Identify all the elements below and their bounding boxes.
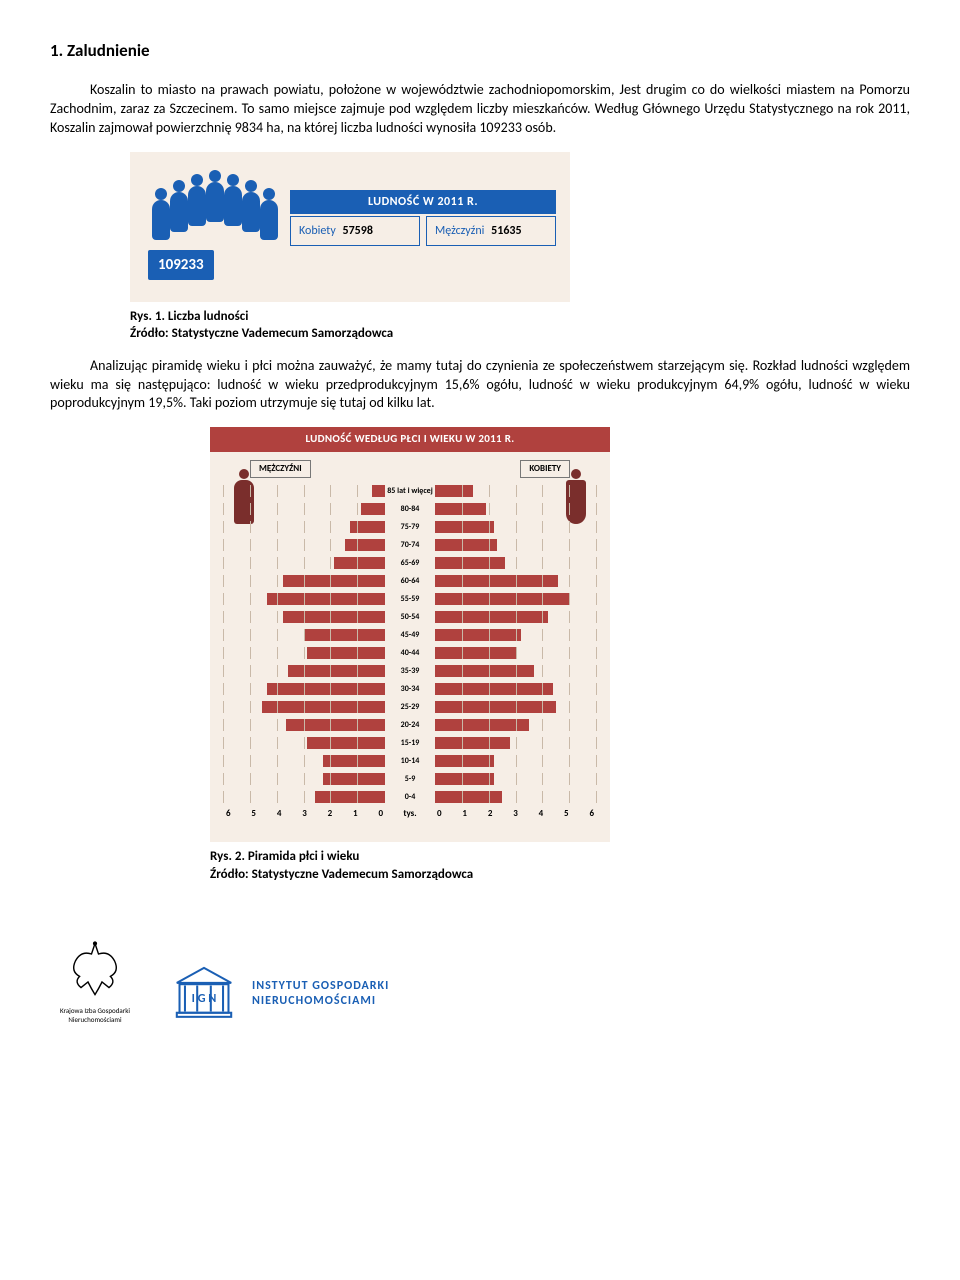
pyramid-row: 15-19 <box>224 734 596 752</box>
pyramid-row: 5-9 <box>224 770 596 788</box>
paragraph-2: Analizując piramidę wieku i płci można z… <box>50 357 910 414</box>
eagle-icon <box>60 933 130 1003</box>
pyramid-row: 25-29 <box>224 698 596 716</box>
figure-1-title: Rys. 1. Liczba ludności <box>130 309 248 324</box>
kign-logo: Krajowa Izba Gospodarki Nieruchomościami <box>50 933 140 1024</box>
total-population-badge: 109233 <box>148 250 214 280</box>
figure-2-title: Rys. 2. Piramida płci i wieku <box>210 849 359 864</box>
infographic-header: LUDNOŚĆ W 2011 R. <box>290 190 556 214</box>
svg-text:I G N: I G N <box>192 991 217 1006</box>
pyramid-women-label: KOBIETY <box>520 460 570 478</box>
pyramid-x-axis: 6543210 tys. 0123456 <box>224 808 596 820</box>
women-value: 57598 <box>342 224 372 238</box>
pyramid-rows: 85 lat i więcej80-8475-7970-7465-6960-64… <box>224 482 596 806</box>
pyramid-title: LUDNOŚĆ WEDŁUG PŁCI I WIEKU W 2011 R. <box>210 427 610 452</box>
figure-2-caption: Rys. 2. Piramida płci i wieku Źródło: St… <box>210 848 910 883</box>
page-footer: Krajowa Izba Gospodarki Nieruchomościami… <box>50 933 910 1024</box>
axis-center-label: tys. <box>385 808 435 820</box>
pyramid-row: 30-34 <box>224 680 596 698</box>
ign-logo-block: I G N INSTYTUT GOSPODARKI NIERUCHOMOŚCIA… <box>170 963 389 1025</box>
pyramid-row: 85 lat i więcej <box>224 482 596 500</box>
section-number: 1. <box>50 40 63 61</box>
men-cell: Mężczyźni 51635 <box>426 216 556 246</box>
population-infographic: 109233 LUDNOŚĆ W 2011 R. Kobiety 57598 M… <box>130 152 570 302</box>
pyramid-row: 35-39 <box>224 662 596 680</box>
ign-icon: I G N <box>170 963 238 1025</box>
pyramid-row: 55-59 <box>224 590 596 608</box>
population-pyramid: LUDNOŚĆ WEDŁUG PŁCI I WIEKU W 2011 R. MĘ… <box>210 427 610 842</box>
pyramid-row: 65-69 <box>224 554 596 572</box>
pyramid-row: 75-79 <box>224 518 596 536</box>
figure-1-source: Źródło: Statystyczne Vademecum Samorządo… <box>130 326 393 341</box>
women-cell: Kobiety 57598 <box>290 216 420 246</box>
figure-2-source: Źródło: Statystyczne Vademecum Samorządo… <box>210 867 473 882</box>
men-value: 51635 <box>491 224 521 238</box>
men-label: Mężczyźni <box>435 224 484 238</box>
pyramid-row: 20-24 <box>224 716 596 734</box>
pyramid-men-label: MĘŻCZYŹNI <box>250 460 311 478</box>
paragraph-1: Koszalin to miasto na prawach powiatu, p… <box>50 81 910 138</box>
ign-logo-text: INSTYTUT GOSPODARKI NIERUCHOMOŚCIAMI <box>252 979 389 1009</box>
figure-1-caption: Rys. 1. Liczba ludności Źródło: Statysty… <box>130 308 910 343</box>
gender-breakdown-row: Kobiety 57598 Mężczyźni 51635 <box>290 216 556 246</box>
ign-line2: NIERUCHOMOŚCIAMI <box>252 994 389 1009</box>
kign-caption: Krajowa Izba Gospodarki Nieruchomościami <box>50 1006 140 1025</box>
ign-line1: INSTYTUT GOSPODARKI <box>252 979 389 994</box>
women-label: Kobiety <box>299 224 336 238</box>
section-heading: 1. Zaludnienie <box>50 40 910 63</box>
pyramid-row: 50-54 <box>224 608 596 626</box>
people-icon-group <box>148 162 278 252</box>
pyramid-row: 40-44 <box>224 644 596 662</box>
pyramid-row: 10-14 <box>224 752 596 770</box>
pyramid-row: 60-64 <box>224 572 596 590</box>
pyramid-row: 0-4 <box>224 788 596 806</box>
pyramid-row: 80-84 <box>224 500 596 518</box>
pyramid-row: 45-49 <box>224 626 596 644</box>
section-title-text: Zaludnienie <box>67 40 150 61</box>
pyramid-row: 70-74 <box>224 536 596 554</box>
